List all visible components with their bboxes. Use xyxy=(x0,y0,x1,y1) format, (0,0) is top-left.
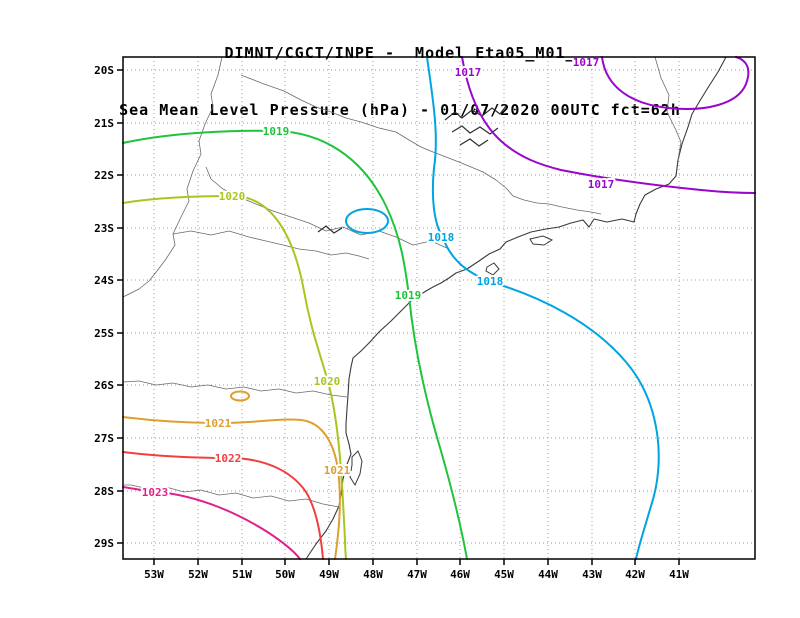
x-axis-tick-label: 52W xyxy=(188,568,208,581)
isobar-label-1018: 1018 xyxy=(428,231,455,244)
x-axis-tick-label: 44W xyxy=(538,568,558,581)
y-axis-tick-label: 20S xyxy=(94,64,114,77)
y-axis-tick-label: 28S xyxy=(94,485,114,498)
state-border-line xyxy=(654,56,682,161)
isobar-1019-line xyxy=(122,129,468,560)
river-reservoir-line xyxy=(317,225,343,234)
x-axis-tick-label: 47W xyxy=(407,568,427,581)
isobar-label-1018: 1018 xyxy=(477,275,504,288)
island-outline xyxy=(349,450,363,487)
y-axis-tick-label: 23S xyxy=(94,222,114,235)
y-axis-tick-label: 24S xyxy=(94,274,114,287)
isobar-label-1021: 1021 xyxy=(324,464,351,477)
y-axis-tick-label: 26S xyxy=(94,379,114,392)
y-axis-tick-label: 22S xyxy=(94,169,114,182)
isobar-label-1017: 1017 xyxy=(455,66,482,79)
isobar-label-1019: 1019 xyxy=(395,289,422,302)
isobar-1018-line xyxy=(426,56,660,560)
isobar-1021-closed-loop xyxy=(230,390,250,402)
isobar-label-1017: 1017 xyxy=(588,178,615,191)
isobar-1022-line xyxy=(122,451,324,560)
isobar-label-1023: 1023 xyxy=(142,486,169,499)
x-axis-tick-label: 49W xyxy=(319,568,339,581)
isobar-label-1020: 1020 xyxy=(219,190,246,203)
x-axis-tick-label: 50W xyxy=(275,568,295,581)
state-border-line xyxy=(172,230,370,260)
isobar-1021-line xyxy=(122,416,341,560)
x-axis-tick-label: 51W xyxy=(232,568,252,581)
island-outline xyxy=(485,262,500,276)
island-outline xyxy=(529,235,554,246)
state-border-line xyxy=(122,380,348,398)
x-axis-tick-label: 48W xyxy=(363,568,383,581)
x-axis-tick-label: 45W xyxy=(494,568,514,581)
state-border-line xyxy=(123,484,340,508)
isobar-label-1021: 1021 xyxy=(205,417,232,430)
isobar-label-1019: 1019 xyxy=(263,125,290,138)
y-axis-tick-label: 29S xyxy=(94,537,114,550)
y-axis-tick-label: 25S xyxy=(94,327,114,340)
isobar-label-1022: 1022 xyxy=(215,452,242,465)
isobar-1023-line xyxy=(122,486,301,560)
y-axis-tick-label: 27S xyxy=(94,432,114,445)
x-axis-tick-label: 46W xyxy=(450,568,470,581)
isobar-1020-line xyxy=(122,195,347,560)
river-reservoir-line xyxy=(444,105,507,121)
x-axis-tick-label: 53W xyxy=(144,568,164,581)
isobar-1017-line xyxy=(461,56,756,194)
isobar-label-1020: 1020 xyxy=(314,375,341,388)
isobar-1018-closed-loop xyxy=(345,208,389,234)
river-reservoir-line xyxy=(459,138,489,147)
state-border-line xyxy=(205,166,450,250)
y-axis-tick-label: 21S xyxy=(94,117,114,130)
x-axis-tick-label: 41W xyxy=(669,568,689,581)
x-axis-tick-label: 42W xyxy=(625,568,645,581)
x-axis-tick-label: 43W xyxy=(582,568,602,581)
map-frame xyxy=(122,56,756,560)
coastline-path xyxy=(305,56,727,560)
isobar-1017-line xyxy=(601,56,750,110)
river-reservoir-line xyxy=(451,125,499,135)
state-border-line xyxy=(122,56,223,298)
isobar-label-1017: 1017 xyxy=(573,56,600,69)
state-border-line xyxy=(240,74,602,215)
